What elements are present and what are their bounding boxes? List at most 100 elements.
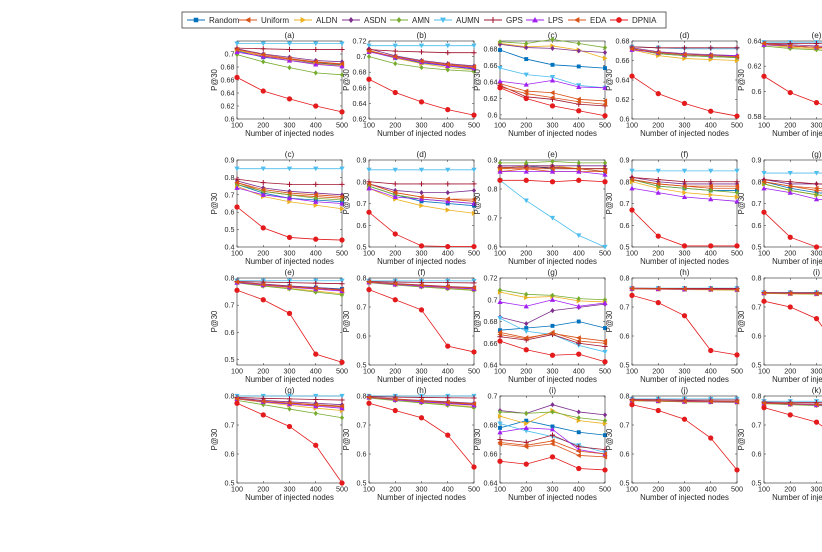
x-axis-label: Number of injected nodes bbox=[508, 129, 597, 138]
series-eda bbox=[761, 40, 822, 50]
point-aumn bbox=[523, 198, 529, 204]
point-dpnia bbox=[708, 243, 714, 249]
y-tick-label: 0.64 bbox=[484, 78, 498, 87]
panel-title: (e) bbox=[284, 268, 294, 277]
panel-18: (i) 100 200 300 400 500 0.64 0.66 0.68 0.7 Number … bbox=[473, 386, 611, 502]
x-axis-label: Number of injected nodes bbox=[508, 257, 597, 266]
x-tick-label: 100 bbox=[494, 485, 506, 494]
point-amn bbox=[602, 418, 608, 424]
x-tick-label: 400 bbox=[442, 249, 454, 258]
series-aumn bbox=[366, 43, 477, 49]
point-amn bbox=[708, 187, 713, 194]
series-eda bbox=[366, 279, 477, 291]
y-tick-label: 0.62 bbox=[484, 94, 498, 103]
point-gps bbox=[339, 281, 345, 287]
series-line-dpnia bbox=[763, 300, 822, 327]
x-tick-label: 500 bbox=[731, 121, 743, 130]
point-gps bbox=[787, 179, 793, 185]
point-eda bbox=[313, 192, 318, 198]
point-eda bbox=[366, 394, 372, 401]
point-aumn bbox=[761, 170, 767, 176]
point-amn bbox=[497, 160, 503, 166]
point-eda bbox=[655, 50, 661, 56]
point-amn bbox=[339, 292, 345, 298]
y-tick-label: 0.5 bbox=[752, 243, 762, 252]
series-dpnia bbox=[629, 207, 740, 249]
x-tick-label: 500 bbox=[468, 485, 480, 494]
y-axis-label: P@30 bbox=[737, 310, 746, 332]
point-eda bbox=[681, 286, 687, 292]
point-dpnia bbox=[761, 404, 767, 411]
axes-box bbox=[763, 40, 822, 120]
y-axis-label: P@30 bbox=[737, 68, 746, 90]
y-tick-label: 0.9 bbox=[357, 156, 367, 165]
series-line-aumn bbox=[499, 179, 606, 248]
point-lps bbox=[339, 200, 345, 206]
point-eda bbox=[471, 401, 477, 407]
panel-title: (f) bbox=[681, 150, 689, 159]
axes-box bbox=[499, 277, 606, 366]
point-amn bbox=[524, 40, 529, 47]
y-tick-label: 0.68 bbox=[221, 63, 235, 72]
y-tick-label: 0.64 bbox=[221, 89, 235, 98]
point-gps bbox=[655, 176, 661, 183]
point-aumn bbox=[339, 393, 345, 399]
series-line-dpnia bbox=[631, 404, 738, 471]
y-axis-label: P@30 bbox=[342, 192, 351, 214]
series-gps bbox=[629, 174, 740, 185]
series-lps bbox=[629, 185, 740, 204]
point-eda bbox=[313, 402, 318, 408]
y-axis-label: P@30 bbox=[473, 428, 482, 450]
point-eda bbox=[761, 400, 767, 406]
point-amn bbox=[313, 410, 318, 416]
point-dpnia bbox=[497, 338, 503, 344]
x-tick-label: 400 bbox=[310, 485, 322, 494]
y-axis-label: P@30 bbox=[210, 310, 219, 332]
point-dpnia bbox=[629, 402, 635, 408]
panel-title: (d) bbox=[416, 150, 426, 159]
point-amn bbox=[419, 64, 424, 71]
series-aumn bbox=[234, 166, 345, 172]
y-axis-label: P@30 bbox=[605, 192, 614, 214]
series-eda bbox=[366, 181, 477, 202]
y-tick-label: 0.72 bbox=[353, 37, 367, 46]
x-tick-label: 400 bbox=[310, 367, 322, 376]
x-tick-label: 100 bbox=[626, 485, 638, 494]
y-tick-label: 0.6 bbox=[225, 208, 235, 217]
x-tick-label: 300 bbox=[416, 249, 428, 258]
point-amn bbox=[656, 183, 661, 189]
x-tick-label: 300 bbox=[679, 249, 691, 258]
y-tick-label: 0.7 bbox=[225, 190, 235, 199]
series-lps bbox=[497, 297, 608, 309]
legend-item-eda: EDA bbox=[568, 16, 607, 25]
point-lps bbox=[497, 169, 503, 174]
y-tick-label: 0.8 bbox=[488, 185, 498, 194]
point-lps bbox=[576, 169, 582, 174]
point-eda bbox=[761, 290, 767, 296]
series-gps bbox=[234, 45, 345, 53]
legend-item-lps: LPS bbox=[526, 16, 563, 25]
point-eda bbox=[813, 44, 819, 50]
y-tick-label: 0.66 bbox=[484, 61, 498, 70]
point-uniform bbox=[576, 452, 581, 459]
point-eda bbox=[708, 286, 713, 292]
legend-label: ASDN bbox=[364, 16, 386, 25]
point-dpnia bbox=[497, 85, 503, 91]
point-amn bbox=[339, 197, 345, 203]
y-tick-label: 0.6 bbox=[225, 115, 235, 124]
x-tick-label: 100 bbox=[231, 249, 243, 258]
point-eda bbox=[392, 396, 398, 402]
point-dpnia bbox=[681, 416, 688, 422]
x-tick-label: 300 bbox=[811, 367, 822, 376]
x-tick-label: 400 bbox=[442, 485, 454, 494]
y-tick-label: 0.68 bbox=[484, 421, 498, 430]
point-eda bbox=[787, 183, 793, 189]
series-eda bbox=[234, 180, 345, 200]
point-aumn bbox=[286, 41, 293, 47]
point-eda bbox=[734, 399, 740, 405]
point-dpnia bbox=[576, 465, 582, 472]
series-amn bbox=[366, 54, 477, 75]
point-eda bbox=[497, 329, 503, 335]
point-amn bbox=[550, 292, 555, 298]
